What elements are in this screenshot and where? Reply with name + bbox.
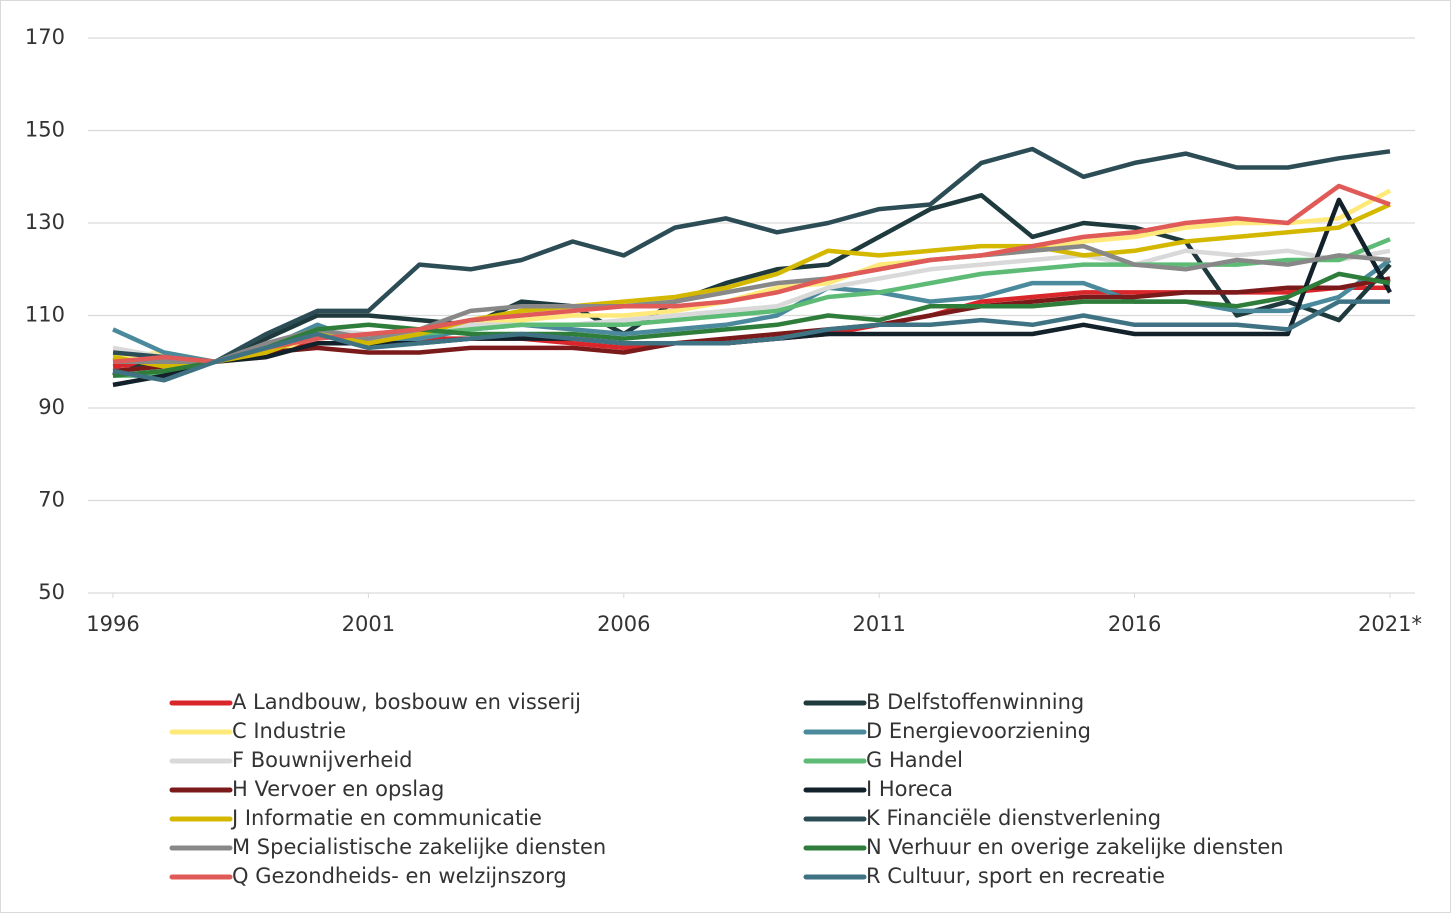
legend-label: F Bouwnijverheid <box>232 748 412 772</box>
legend-label: C Industrie <box>232 719 346 743</box>
legend-label: Q Gezondheids- en welzijnszorg <box>232 864 567 888</box>
legend-label: A Landbouw, bosbouw en visserij <box>232 690 581 714</box>
x-tick-label: 2001 <box>342 612 395 636</box>
y-tick-label: 70 <box>38 488 65 512</box>
legend-label: H Vervoer en opslag <box>232 777 444 801</box>
series-line <box>112 271 1391 378</box>
x-tick-label: 2021* <box>1358 612 1422 636</box>
y-tick-label: 90 <box>38 395 65 419</box>
y-tick-label: 110 <box>25 303 65 327</box>
legend-label: B Delfstoffenwinning <box>866 690 1084 714</box>
series-line <box>113 243 1391 365</box>
x-tick-label: 2016 <box>1108 612 1161 636</box>
legend-label: K Financiële dienstverlening <box>866 806 1161 830</box>
x-tick-label: 2011 <box>852 612 905 636</box>
y-tick-label: 130 <box>25 210 65 234</box>
series-line <box>112 276 1391 374</box>
legend-label: I Horeca <box>866 777 953 801</box>
legend-label: M Specialistische zakelijke diensten <box>232 835 606 859</box>
series-line <box>112 299 1390 383</box>
legend-label: R Cultuur, sport en recreatie <box>866 864 1165 888</box>
y-tick-label: 170 <box>25 25 65 49</box>
legend-label: D Energievoorziening <box>866 719 1091 743</box>
y-tick-label: 50 <box>38 580 65 604</box>
x-tick-label: 2006 <box>597 612 650 636</box>
x-tick-label: 1996 <box>86 612 139 636</box>
series-line <box>112 193 1392 378</box>
series-line <box>112 146 1391 365</box>
y-tick-label: 150 <box>25 118 65 142</box>
legend-label: N Verhuur en overige zakelijke diensten <box>866 835 1284 859</box>
legend-label: J Informatie en communicatie <box>230 806 542 830</box>
legend-label: G Handel <box>866 748 963 772</box>
